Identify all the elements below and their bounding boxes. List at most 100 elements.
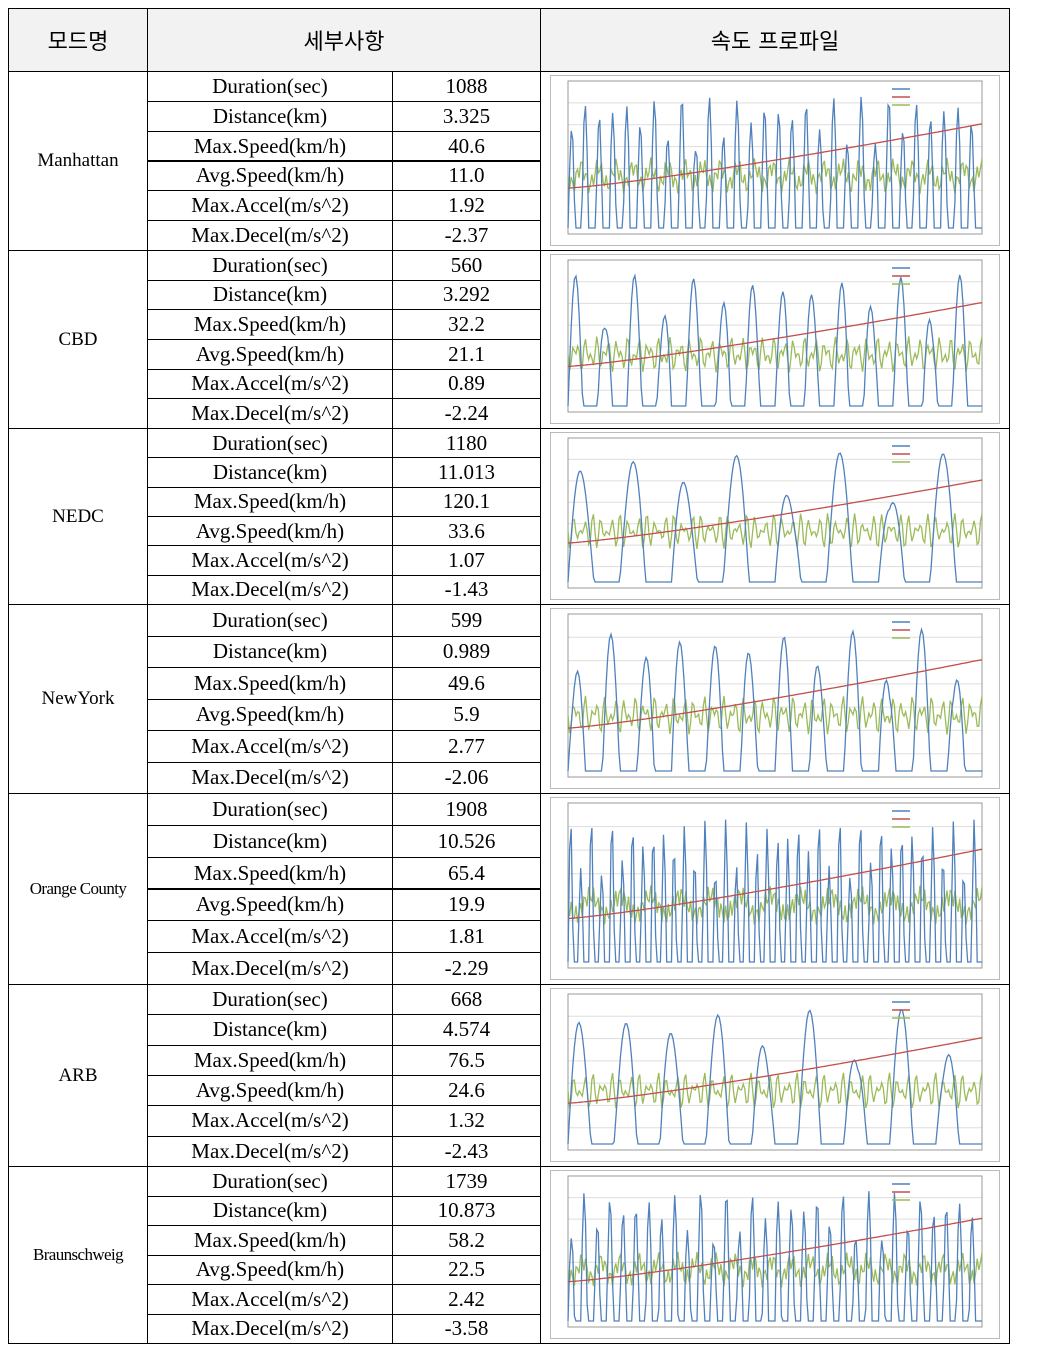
detail-label-text: Duration(sec) xyxy=(212,796,328,821)
detail-label: Max.Speed(km/h) xyxy=(147,667,393,700)
detail-label-text: Max.Speed(km/h) xyxy=(193,1227,347,1252)
detail-value: 668 xyxy=(392,984,541,1016)
header-cell-text: 세부사항 xyxy=(303,30,385,55)
detail-value-text: 2.42 xyxy=(448,1286,485,1311)
detail-label: Distance(km) xyxy=(147,1195,393,1226)
detail-value: 49.6 xyxy=(392,667,541,700)
detail-value: 10.526 xyxy=(392,824,541,858)
detail-label-text: Max.Accel(m/s^2) xyxy=(191,1108,349,1133)
detail-value: 33.6 xyxy=(392,516,541,547)
profile-image xyxy=(550,608,1000,789)
detail-value-text: 11.013 xyxy=(438,459,495,484)
detail-label: Max.Decel(m/s^2) xyxy=(147,952,393,985)
detail-label-text: Max.Decel(m/s^2) xyxy=(191,1316,349,1341)
profile-image xyxy=(550,254,1000,424)
detail-label-text: Max.Decel(m/s^2) xyxy=(191,577,349,602)
profile-image xyxy=(550,797,1000,980)
detail-value-text: 0.89 xyxy=(448,371,485,396)
detail-value: 21.1 xyxy=(392,339,541,370)
detail-value-text: 58.2 xyxy=(448,1227,485,1252)
mode-name: Manhattan xyxy=(8,71,148,251)
detail-value-text: 65.4 xyxy=(448,860,485,885)
detail-value: -1.43 xyxy=(392,574,541,605)
detail-label: Max.Accel(m/s^2) xyxy=(147,920,393,954)
detail-value: 65.4 xyxy=(392,856,541,890)
detail-label-text: Max.Speed(km/h) xyxy=(193,860,347,885)
profile-image xyxy=(550,1170,1000,1339)
detail-label: Avg.Speed(km/h) xyxy=(147,339,393,370)
detail-label-text: Max.Decel(m/s^2) xyxy=(191,956,349,981)
detail-value: -2.37 xyxy=(392,220,541,251)
mode-name-text: Manhattan xyxy=(37,150,119,171)
detail-label-text: Max.Speed(km/h) xyxy=(193,312,347,337)
detail-value-text: 49.6 xyxy=(448,670,485,695)
detail-value: 24.6 xyxy=(392,1075,541,1107)
detail-value: -2.06 xyxy=(392,761,541,794)
detail-label-text: Avg.Speed(km/h) xyxy=(195,892,345,917)
mode-name-text: Orange County xyxy=(29,879,127,898)
detail-value-text: 19.9 xyxy=(448,892,485,917)
detail-label: Max.Decel(m/s^2) xyxy=(147,398,393,429)
detail-value: 5.9 xyxy=(392,698,541,731)
detail-value: 76.5 xyxy=(392,1044,541,1076)
detail-value-text: 1.92 xyxy=(448,193,485,218)
detail-label: Duration(sec) xyxy=(147,984,393,1016)
detail-label: Duration(sec) xyxy=(147,250,393,281)
detail-value-text: 1088 xyxy=(445,73,488,98)
detail-label: Max.Speed(km/h) xyxy=(147,130,393,162)
detail-value: 560 xyxy=(392,250,541,281)
detail-value-text: -2.29 xyxy=(444,956,489,981)
mode-name-text: CBD xyxy=(58,328,98,350)
detail-label: Max.Accel(m/s^2) xyxy=(147,730,393,763)
detail-label-text: Avg.Speed(km/h) xyxy=(195,1078,345,1103)
detail-label-text: Avg.Speed(km/h) xyxy=(195,702,345,727)
profile-cell xyxy=(540,1166,1010,1344)
detail-value: 1.32 xyxy=(392,1105,541,1137)
detail-label-text: Distance(km) xyxy=(212,1017,328,1042)
detail-value: 1088 xyxy=(392,71,541,102)
detail-label-text: Distance(km) xyxy=(212,639,328,664)
detail-value-text: 1.32 xyxy=(448,1108,485,1133)
mode-name: Orange County xyxy=(8,793,148,985)
detail-value-text: 40.6 xyxy=(448,133,485,158)
detail-value-text: -2.37 xyxy=(444,223,489,248)
detail-value-text: 33.6 xyxy=(448,518,485,543)
detail-label: Duration(sec) xyxy=(147,604,393,637)
detail-value: 1.92 xyxy=(392,190,541,222)
detail-label: Max.Speed(km/h) xyxy=(147,1225,393,1256)
detail-label: Avg.Speed(km/h) xyxy=(147,516,393,547)
detail-value-text: 22.5 xyxy=(448,1257,485,1282)
detail-label: Max.Speed(km/h) xyxy=(147,486,393,517)
detail-value: 11.013 xyxy=(392,457,541,488)
detail-label-text: Max.Accel(m/s^2) xyxy=(191,733,349,758)
detail-label: Max.Accel(m/s^2) xyxy=(147,1105,393,1137)
detail-value-text: -2.24 xyxy=(444,401,489,426)
detail-label: Distance(km) xyxy=(147,457,393,488)
mode-name: ARB xyxy=(8,984,148,1167)
detail-value: 120.1 xyxy=(392,486,541,517)
detail-label: Max.Decel(m/s^2) xyxy=(147,1313,393,1344)
detail-value: 1908 xyxy=(392,793,541,826)
mode-name-text: NewYork xyxy=(41,688,115,709)
mode-name-text: Braunschweig xyxy=(32,1245,124,1264)
detail-value-text: 3.292 xyxy=(442,282,491,307)
detail-label-text: Avg.Speed(km/h) xyxy=(195,1257,345,1282)
detail-value-text: 1739 xyxy=(445,1168,488,1193)
detail-value: 58.2 xyxy=(392,1225,541,1256)
header-cell-text: 속도 프로파일 xyxy=(710,30,840,55)
detail-label-text: Avg.Speed(km/h) xyxy=(195,163,345,188)
detail-label-text: Duration(sec) xyxy=(212,252,328,277)
detail-value-text: 560 xyxy=(450,252,483,277)
detail-label: Max.Decel(m/s^2) xyxy=(147,220,393,251)
detail-value-text: 10.526 xyxy=(437,828,496,853)
profile-image xyxy=(550,75,1000,246)
detail-label-text: Distance(km) xyxy=(212,103,328,128)
detail-label-text: Distance(km) xyxy=(212,459,328,484)
detail-label: Avg.Speed(km/h) xyxy=(147,698,393,731)
detail-value-text: 24.6 xyxy=(448,1078,485,1103)
detail-label: Max.Speed(km/h) xyxy=(147,309,393,340)
detail-label: Max.Decel(m/s^2) xyxy=(147,761,393,794)
detail-label-text: Distance(km) xyxy=(212,1198,328,1223)
detail-value: 0.89 xyxy=(392,368,541,400)
detail-value-text: 5.9 xyxy=(453,702,480,727)
